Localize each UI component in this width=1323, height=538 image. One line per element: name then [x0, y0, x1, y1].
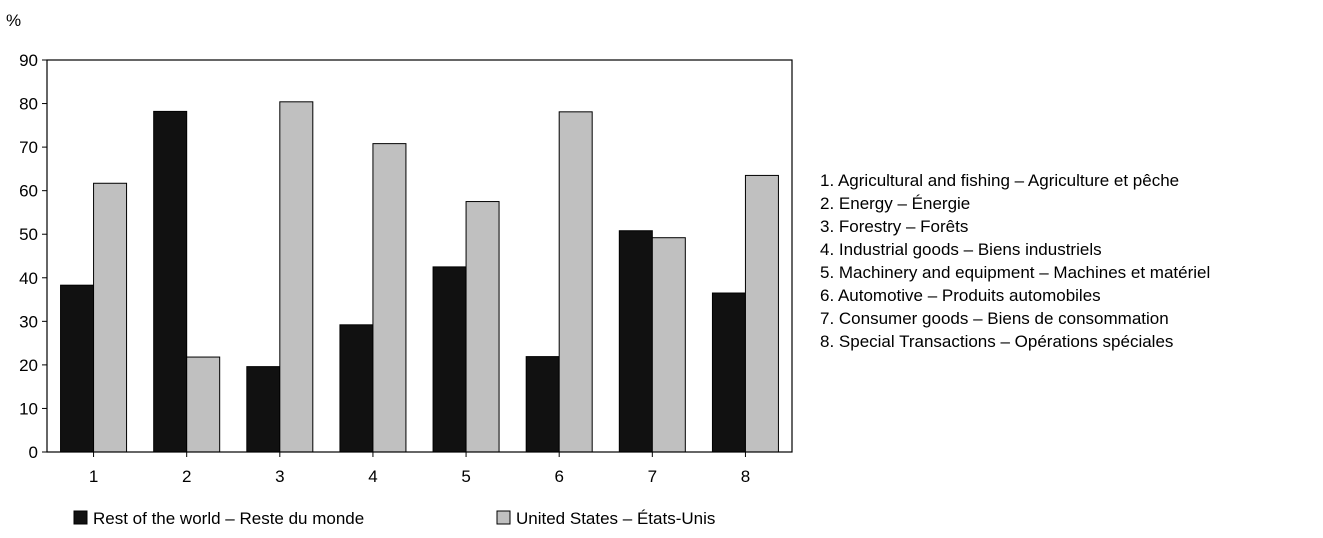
bar-series-1-cat-4: [339, 324, 374, 453]
y-tick-label: 50: [19, 225, 38, 244]
x-tick-label: 4: [368, 467, 377, 486]
bar-series-2-cat-7: [651, 237, 686, 453]
bar-series-2-cat-5: [465, 201, 500, 453]
bar-series-2-cat-4: [372, 143, 407, 453]
legend-label-1: Rest of the world – Reste du monde: [93, 509, 364, 528]
bar-series-1-cat-7: [618, 230, 653, 453]
plot-frame: [46, 59, 793, 453]
legend-swatch-2: [496, 510, 511, 525]
bar-series-1-cat-2: [153, 110, 188, 453]
y-tick-label: 0: [29, 443, 38, 462]
x-tick-label: 7: [648, 467, 657, 486]
category-note-1: 1. Agricultural and fishing – Agricultur…: [820, 171, 1180, 190]
x-tick-label: 6: [554, 467, 563, 486]
x-tick-label: 2: [182, 467, 191, 486]
y-tick-label: 30: [19, 312, 38, 331]
category-note-6: 6. Automotive – Produits automobiles: [820, 286, 1101, 305]
x-tick-label: 1: [89, 467, 98, 486]
category-notes: 1. Agricultural and fishing – Agricultur…: [820, 169, 1210, 353]
y-tick-label: 60: [19, 182, 38, 201]
bar-series-2-cat-3: [279, 101, 314, 453]
category-note-8: 8. Special Transactions – Opérations spé…: [820, 332, 1174, 351]
y-tick-label: 20: [19, 356, 38, 375]
bar-series-1-cat-1: [60, 284, 95, 453]
y-tick-label: 70: [19, 138, 38, 157]
y-tick-label: 40: [19, 269, 38, 288]
bar-series-2-cat-8: [744, 174, 779, 453]
y-tick-label: 90: [19, 51, 38, 70]
x-tick-label: 8: [741, 467, 750, 486]
bar-series-1-cat-6: [525, 356, 560, 453]
bar-series-2-cat-2: [186, 356, 221, 453]
bar-series-2-cat-1: [93, 182, 128, 453]
category-note-3: 3. Forestry – Forêts: [820, 217, 969, 236]
x-tick-label: 3: [275, 467, 284, 486]
category-note-7: 7. Consumer goods – Biens de consommatio…: [820, 309, 1169, 328]
legend-swatch-1: [73, 510, 88, 525]
bar-series-1-cat-3: [246, 366, 281, 453]
category-note-2: 2. Energy – Énergie: [820, 194, 971, 213]
category-note-4: 4. Industrial goods – Biens industriels: [820, 240, 1102, 259]
x-tick-label: 5: [461, 467, 470, 486]
bar-series-1-cat-5: [432, 266, 467, 453]
legend-label-2: United States – États-Unis: [516, 509, 715, 528]
bar-series-1-cat-8: [711, 292, 746, 453]
y-axis-unit-label: %: [6, 11, 21, 30]
y-tick-label: 10: [19, 399, 38, 418]
category-note-5: 5. Machinery and equipment – Machines et…: [820, 263, 1211, 282]
y-tick-label: 80: [19, 95, 38, 114]
bar-series-2-cat-6: [558, 111, 593, 453]
